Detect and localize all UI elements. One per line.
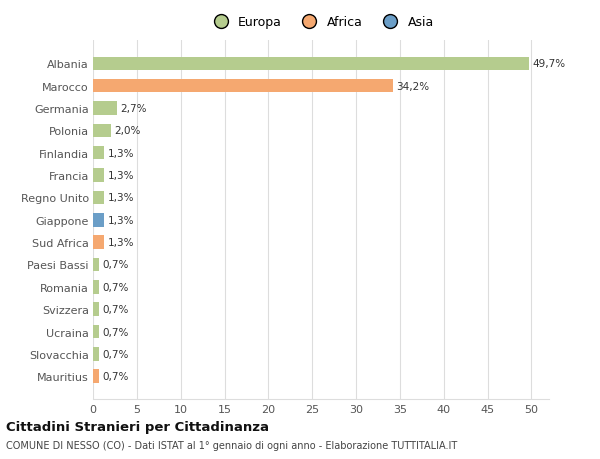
Bar xyxy=(93,213,104,227)
Bar xyxy=(93,280,99,294)
Bar xyxy=(93,303,99,316)
Bar xyxy=(93,369,99,383)
Text: 1,3%: 1,3% xyxy=(108,215,134,225)
Bar xyxy=(93,57,529,71)
Text: Cittadini Stranieri per Cittadinanza: Cittadini Stranieri per Cittadinanza xyxy=(6,420,269,433)
Bar xyxy=(93,124,110,138)
Text: 1,3%: 1,3% xyxy=(108,193,134,203)
Legend: Europa, Africa, Asia: Europa, Africa, Asia xyxy=(205,13,437,32)
Text: 0,7%: 0,7% xyxy=(103,260,129,270)
Text: 2,7%: 2,7% xyxy=(120,104,146,114)
Text: 2,0%: 2,0% xyxy=(114,126,140,136)
Bar xyxy=(93,325,99,338)
Text: 0,7%: 0,7% xyxy=(103,349,129,359)
Text: 0,7%: 0,7% xyxy=(103,327,129,337)
Bar xyxy=(93,80,393,93)
Bar xyxy=(93,258,99,272)
Text: 34,2%: 34,2% xyxy=(397,82,430,91)
Bar xyxy=(93,147,104,160)
Text: 49,7%: 49,7% xyxy=(532,59,565,69)
Text: 1,3%: 1,3% xyxy=(108,238,134,247)
Bar xyxy=(93,169,104,182)
Text: 1,3%: 1,3% xyxy=(108,148,134,158)
Bar xyxy=(93,347,99,361)
Text: 0,7%: 0,7% xyxy=(103,371,129,381)
Text: 0,7%: 0,7% xyxy=(103,304,129,314)
Bar xyxy=(93,236,104,249)
Bar xyxy=(93,102,116,116)
Bar xyxy=(93,191,104,205)
Text: 1,3%: 1,3% xyxy=(108,171,134,181)
Text: 0,7%: 0,7% xyxy=(103,282,129,292)
Text: COMUNE DI NESSO (CO) - Dati ISTAT al 1° gennaio di ogni anno - Elaborazione TUTT: COMUNE DI NESSO (CO) - Dati ISTAT al 1° … xyxy=(6,440,457,450)
